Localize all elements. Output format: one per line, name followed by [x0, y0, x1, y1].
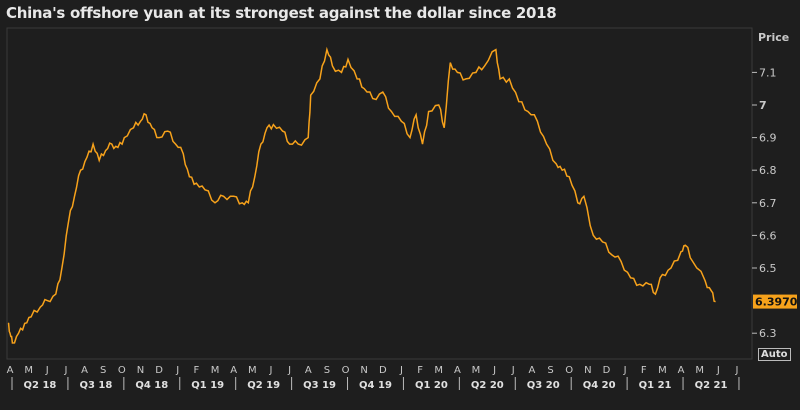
x-month-label: F: [417, 365, 423, 376]
y-tick-label: 7: [759, 99, 767, 112]
x-month-label: A: [678, 365, 685, 376]
last-value-badge: [753, 294, 797, 309]
y-tick-label: 6.5: [759, 262, 777, 275]
x-month-label: N: [137, 365, 144, 376]
plot-area: [6, 27, 753, 360]
x-month-label: M: [248, 365, 257, 376]
x-month-label: A: [305, 365, 312, 376]
x-month-label: J: [287, 365, 291, 376]
last-value-label: 6.3970: [755, 296, 798, 309]
x-month-label: M: [24, 365, 33, 376]
x-month-label: J: [716, 365, 720, 376]
x-month-label: S: [547, 365, 553, 376]
x-month-label: M: [472, 365, 481, 376]
x-quarter-label: Q2 20: [471, 380, 504, 391]
y-tick-label: 6.7: [759, 197, 777, 210]
x-month-label: J: [63, 365, 67, 376]
x-month-label: F: [194, 365, 200, 376]
x-month-label: O: [118, 365, 126, 376]
x-month-label: M: [658, 365, 667, 376]
x-month-label: J: [492, 365, 496, 376]
x-month-label: J: [399, 365, 403, 376]
x-month-label: J: [734, 365, 738, 376]
y-axis-label: Price: [758, 31, 789, 44]
x-month-label: A: [81, 365, 88, 376]
x-month-label: D: [155, 365, 163, 376]
x-quarter-label: Q1 21: [639, 380, 672, 391]
x-month-label: M: [211, 365, 220, 376]
x-month-label: N: [584, 365, 591, 376]
x-quarter-label: Q2 19: [247, 380, 280, 391]
x-quarter-label: Q4 20: [583, 380, 616, 391]
x-month-label: D: [603, 365, 611, 376]
x-month-label: M: [434, 365, 443, 376]
x-month-label: M: [695, 365, 704, 376]
y-tick-label: 6.8: [759, 164, 777, 177]
x-month-label: J: [175, 365, 179, 376]
y-tick-label: 6.6: [759, 229, 777, 242]
x-quarter-label: Q2 21: [695, 380, 728, 391]
x-month-label: J: [511, 365, 515, 376]
y-tick-label: 6.3: [759, 327, 777, 340]
x-quarter-label: Q3 19: [303, 380, 336, 391]
x-quarter-label: Q3 18: [79, 380, 112, 391]
auto-scale-button[interactable]: Auto: [758, 348, 791, 361]
x-month-label: O: [565, 365, 573, 376]
x-quarter-label: Q2 18: [24, 380, 57, 391]
chart-title: China's offshore yuan at its strongest a…: [6, 4, 557, 22]
x-month-label: J: [268, 365, 272, 376]
x-month-label: F: [641, 365, 647, 376]
x-quarter-label: Q4 18: [135, 380, 168, 391]
x-quarter-label: Q3 20: [527, 380, 560, 391]
x-month-label: A: [230, 365, 237, 376]
x-month-label: O: [342, 365, 350, 376]
x-month-label: J: [45, 365, 49, 376]
x-quarter-label: Q1 20: [415, 380, 448, 391]
price-line: [7, 46, 716, 344]
x-month-label: D: [379, 365, 387, 376]
x-month-label: J: [623, 365, 627, 376]
x-month-label: N: [360, 365, 367, 376]
x-month-label: A: [7, 365, 14, 376]
x-quarter-label: Q4 19: [359, 380, 392, 391]
x-quarter-label: Q1 19: [191, 380, 224, 391]
x-month-label: S: [324, 365, 330, 376]
y-tick-label: 7.1: [759, 66, 777, 79]
x-month-label: S: [100, 365, 106, 376]
x-month-label: A: [454, 365, 461, 376]
x-month-label: A: [528, 365, 535, 376]
y-tick-label: 6.9: [759, 132, 777, 145]
